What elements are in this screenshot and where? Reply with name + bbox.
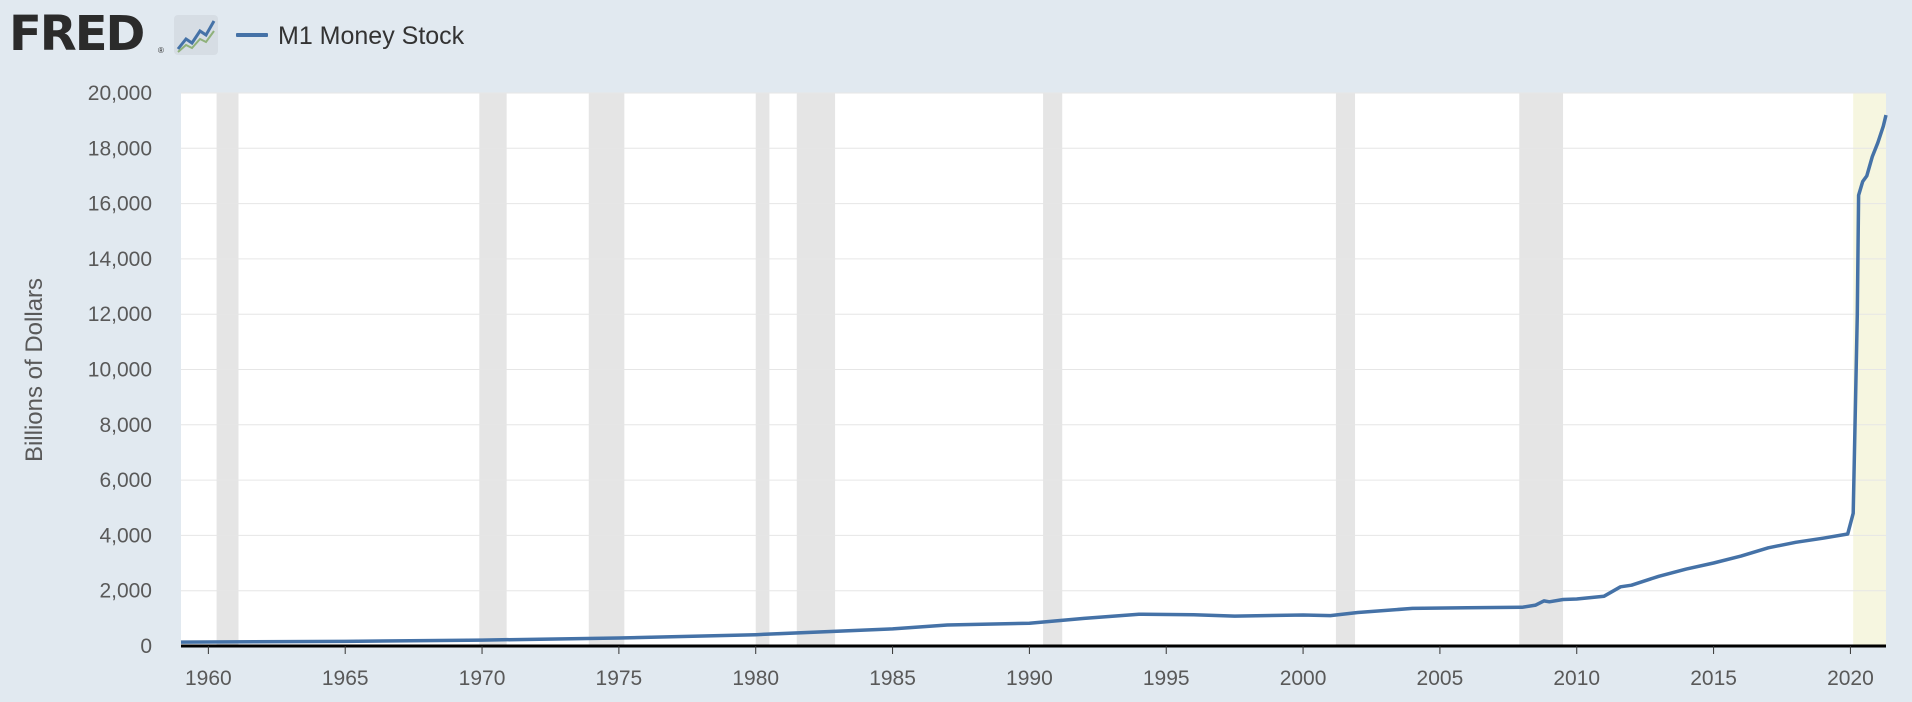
series-line-m1-money-stock (180, 114, 1888, 644)
registered-mark: ® (158, 46, 164, 55)
line-chart-icon (174, 15, 218, 55)
y-tick-label: 6,000 (99, 469, 152, 492)
x-tick-label: 1975 (596, 667, 643, 690)
y-tick-label: 10,000 (88, 359, 152, 382)
legend-swatch (236, 33, 268, 37)
header: FRED ® M1 Money Stock (0, 0, 1912, 80)
fred-logo[interactable]: FRED (9, 6, 145, 62)
x-tick-label: 1980 (732, 667, 779, 690)
x-tick-label: 2015 (1690, 667, 1737, 690)
x-tick-label: 1970 (459, 667, 506, 690)
x-tick-label: 1990 (1006, 667, 1053, 690)
x-tick-label: 1960 (185, 667, 232, 690)
x-tick-label: 1965 (322, 667, 369, 690)
x-tick-label: 2010 (1553, 667, 1600, 690)
y-tick-label: 2,000 (99, 580, 152, 603)
y-tick-label: 14,000 (88, 248, 152, 271)
y-tick-label: 8,000 (99, 414, 152, 437)
x-tick-label: 2000 (1280, 667, 1327, 690)
y-tick-label: 12,000 (88, 303, 152, 326)
x-tick-label: 2005 (1417, 667, 1464, 690)
y-tick-label: 16,000 (88, 193, 152, 216)
y-tick-label: 20,000 (88, 82, 152, 105)
x-tick-label: 1985 (869, 667, 916, 690)
y-axis-title: Billions of Dollars (21, 278, 48, 462)
y-tick-label: 4,000 (99, 524, 152, 547)
y-tick-label: 0 (140, 635, 152, 658)
legend-label: M1 Money Stock (278, 22, 465, 50)
x-tick-label: 1995 (1143, 667, 1190, 690)
x-tick-label: 2020 (1827, 667, 1874, 690)
y-tick-label: 18,000 (88, 137, 152, 160)
